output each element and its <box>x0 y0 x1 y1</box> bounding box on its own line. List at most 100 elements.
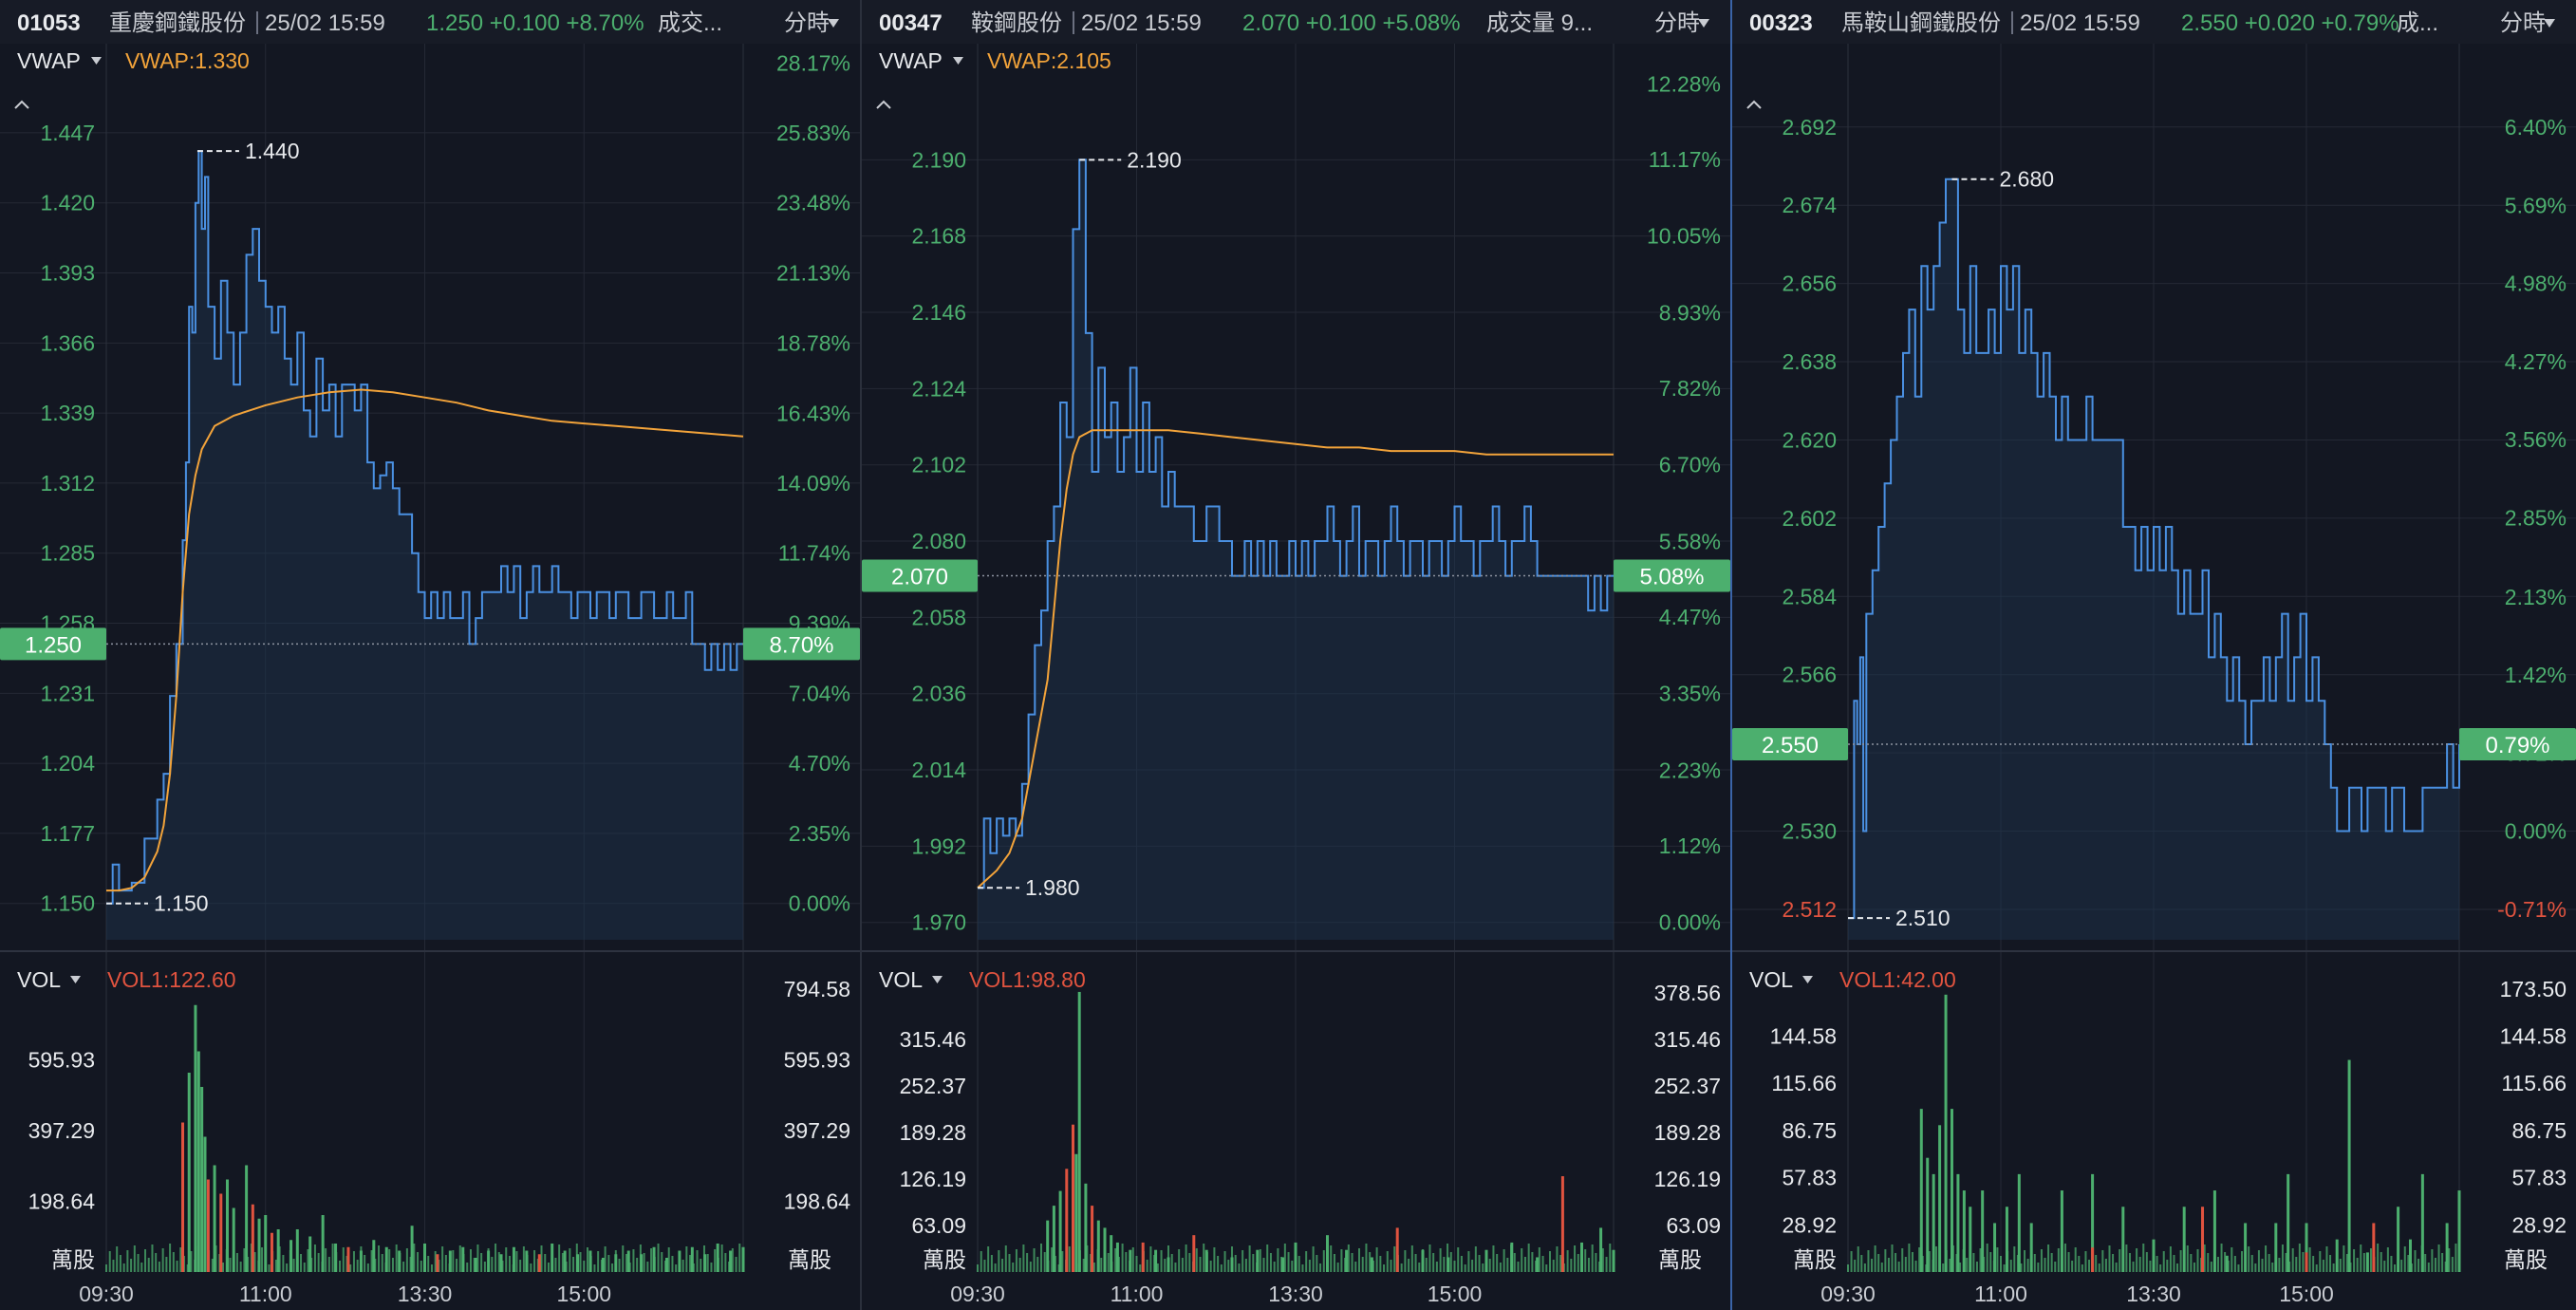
volume-indicator-selector[interactable]: VOL <box>17 967 61 992</box>
volume-bar <box>384 1246 388 1272</box>
volume-bar <box>1545 1264 1548 1272</box>
volume-bar <box>2142 1244 2145 1272</box>
stock-code[interactable]: 00347 <box>879 10 943 36</box>
volume-bar <box>1996 1247 1999 1272</box>
volume-bar <box>1170 1254 1173 1272</box>
chevron-down-icon[interactable] <box>91 57 102 65</box>
volume-bar <box>690 1246 694 1272</box>
chevron-down-icon[interactable] <box>2544 19 2555 28</box>
volume-bar <box>667 1247 670 1272</box>
volume-bar <box>998 1250 1000 1272</box>
percent-tick-label: 6.40% <box>2505 115 2567 140</box>
volume-bar <box>2003 1264 2006 1272</box>
volume-bar <box>2312 1256 2315 1272</box>
volume-bar <box>1141 1242 1145 1272</box>
percent-tick-label: 0.00% <box>1659 910 1721 935</box>
volume-bar <box>508 1256 511 1272</box>
volume-bar <box>225 1179 229 1272</box>
volume-bar <box>1227 1260 1230 1272</box>
chevron-down-icon[interactable] <box>828 19 839 28</box>
volume-bar <box>1591 1244 1594 1272</box>
volume-bar <box>179 1247 182 1272</box>
volume-bar <box>1513 1253 1516 1272</box>
volume-bar <box>1068 1246 1071 1272</box>
volume-bar <box>1414 1254 1417 1272</box>
volume-bar <box>1244 1259 1247 1272</box>
chevron-down-icon[interactable] <box>1698 19 1709 28</box>
volume-bar <box>1223 1251 1226 1272</box>
mode-selector[interactable]: 分時 <box>1654 10 1700 36</box>
stock-name[interactable]: 重慶鋼鐵股份 <box>109 10 246 36</box>
header-datetime: 25/02 15:59 <box>1081 10 1202 36</box>
collapse-icon[interactable] <box>14 100 29 109</box>
volume-bar <box>1001 1259 1004 1272</box>
stock-name[interactable]: 鞍鋼股份 <box>971 10 1062 36</box>
volume-bar <box>1181 1258 1184 1272</box>
volume-bar <box>417 1252 420 1272</box>
volume-bar <box>2457 1190 2461 1272</box>
stock-name[interactable]: 馬鞍山鋼鐵股份 <box>1841 10 2001 36</box>
volume-bar <box>2216 1257 2219 1272</box>
volume-bar <box>1230 1257 1234 1272</box>
volume-bar <box>1400 1263 1403 1272</box>
volume-bar <box>2149 1261 2152 1272</box>
price-tick-label: 2.674 <box>1782 193 1837 217</box>
chevron-down-icon[interactable] <box>932 976 943 983</box>
chevron-down-icon[interactable] <box>70 976 81 983</box>
volume-indicator-selector[interactable]: VOL <box>1749 967 1793 992</box>
percent-tick-label: 18.78% <box>776 330 850 355</box>
volume-bar <box>618 1259 621 1272</box>
volume-bar <box>2257 1250 2260 1272</box>
volume-bar <box>2173 1255 2175 1272</box>
stock-code[interactable]: 00323 <box>1749 10 1813 36</box>
volume-bar <box>2074 1247 2077 1272</box>
volume-bar <box>229 1258 232 1272</box>
volume-bar <box>1966 1258 1969 1272</box>
chevron-down-icon[interactable] <box>953 57 963 65</box>
volume-tick-label: 115.66 <box>1771 1071 1837 1095</box>
price-tick-label: 2.584 <box>1782 584 1837 608</box>
volume-bar <box>1435 1262 1438 1272</box>
volume-bar <box>2088 1260 2091 1272</box>
volume-tick-label: 794.58 <box>784 977 850 1001</box>
volume-bar <box>1944 994 1948 1272</box>
volume-bar <box>2305 1223 2308 1272</box>
volume-bar <box>1536 1257 1540 1272</box>
stock-code[interactable]: 01053 <box>17 10 81 36</box>
volume-bar <box>1552 1260 1555 1272</box>
volume-bar <box>2329 1255 2332 1272</box>
volume-bar <box>176 1261 178 1272</box>
volume-indicator-selector[interactable]: VOL <box>879 967 923 992</box>
volume-bar <box>1428 1244 1431 1272</box>
volume-bar <box>243 1248 246 1272</box>
volume-bar <box>1316 1255 1318 1272</box>
percent-tick-label: 21.13% <box>776 261 850 286</box>
volume-bar <box>1959 1263 1962 1272</box>
volume-bar <box>1891 1244 1894 1272</box>
vwap-indicator-selector[interactable]: VWAP <box>879 48 943 73</box>
mode-selector[interactable]: 分時 <box>2500 10 2546 36</box>
volume-bar <box>1867 1250 1870 1272</box>
mode-selector[interactable]: 分時 <box>784 10 830 36</box>
volume-bar <box>1928 1251 1931 1272</box>
volume-bar <box>427 1256 430 1272</box>
collapse-icon[interactable] <box>876 100 891 109</box>
time-tick-label: 09:30 <box>1820 1282 1876 1306</box>
volume-bar <box>317 1253 320 1272</box>
volume-bar <box>372 1240 376 1272</box>
volume-bar <box>2128 1253 2131 1272</box>
volume-bar <box>1241 1250 1244 1272</box>
collapse-icon[interactable] <box>1746 100 1762 109</box>
volume-bar <box>1213 1247 1216 1272</box>
volume-bar <box>1203 1244 1205 1272</box>
volume-bar <box>1471 1260 1474 1272</box>
current-price-text: 1.250 <box>25 632 82 658</box>
vwap-indicator-selector[interactable]: VWAP <box>17 48 81 73</box>
volume-bar <box>2057 1248 2060 1272</box>
volume-bar <box>1043 1252 1046 1272</box>
chevron-down-icon[interactable] <box>1802 976 1813 983</box>
volume-bar <box>1370 1257 1373 1272</box>
volume-bar <box>1256 1249 1260 1272</box>
volume-bar <box>1421 1249 1425 1272</box>
volume-bar <box>661 1252 663 1272</box>
